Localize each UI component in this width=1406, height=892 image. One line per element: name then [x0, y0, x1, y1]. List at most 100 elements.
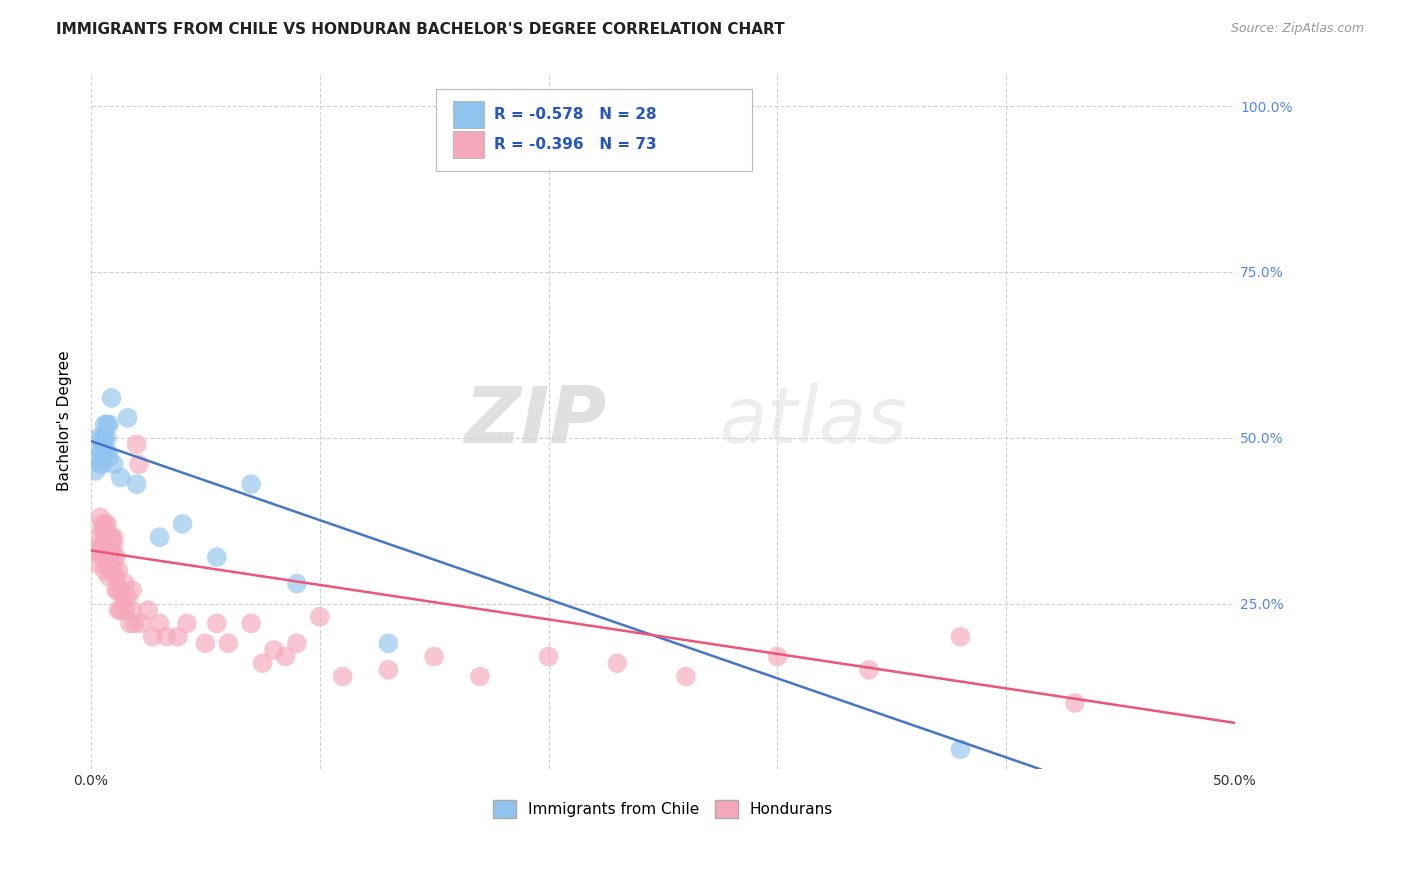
Point: [285, 576, 308, 591]
Point: [100, 543, 122, 558]
Text: R = -0.578   N = 28: R = -0.578 N = 28: [494, 107, 657, 121]
Point: [176, 616, 198, 631]
Point: [93, 417, 115, 432]
Point: [111, 590, 134, 604]
Point: [125, 437, 148, 451]
Text: Source: ZipAtlas.com: Source: ZipAtlas.com: [1230, 22, 1364, 36]
Point: [96, 516, 118, 531]
Point: [96, 431, 118, 445]
Point: [96, 550, 118, 565]
Point: [93, 524, 115, 538]
Text: R = -0.396   N = 73: R = -0.396 N = 73: [494, 137, 657, 152]
Point: [675, 669, 697, 683]
Point: [240, 616, 263, 631]
Point: [105, 570, 128, 584]
Point: [766, 649, 789, 664]
Point: [89, 444, 111, 458]
Point: [194, 636, 217, 650]
Point: [121, 603, 143, 617]
Point: [103, 530, 125, 544]
Point: [949, 742, 972, 756]
Point: [537, 649, 560, 664]
Point: [105, 583, 128, 598]
Point: [87, 431, 110, 445]
Point: [87, 557, 110, 571]
Point: [118, 616, 141, 631]
Point: [96, 417, 118, 432]
Point: [89, 543, 111, 558]
Point: [332, 669, 354, 683]
Point: [128, 457, 150, 471]
Point: [117, 410, 139, 425]
Point: [98, 530, 121, 544]
Point: [110, 583, 132, 598]
Y-axis label: Bachelor's Degree: Bachelor's Degree: [58, 351, 72, 491]
Point: [105, 550, 128, 565]
Point: [205, 616, 228, 631]
Point: [240, 477, 263, 491]
Point: [423, 649, 446, 664]
Text: IMMIGRANTS FROM CHILE VS HONDURAN BACHELOR'S DEGREE CORRELATION CHART: IMMIGRANTS FROM CHILE VS HONDURAN BACHEL…: [56, 22, 785, 37]
Point: [274, 649, 297, 664]
Point: [172, 516, 194, 531]
Point: [468, 669, 491, 683]
Point: [103, 457, 125, 471]
Point: [142, 630, 165, 644]
Point: [91, 457, 114, 471]
Point: [377, 636, 399, 650]
Text: ZIP: ZIP: [464, 384, 606, 459]
Point: [285, 636, 308, 650]
Point: [110, 603, 132, 617]
Point: [87, 450, 110, 465]
Point: [217, 636, 239, 650]
Point: [91, 444, 114, 458]
Point: [136, 603, 159, 617]
Point: [377, 663, 399, 677]
Point: [125, 477, 148, 491]
Point: [84, 543, 107, 558]
Point: [100, 391, 122, 405]
Point: [1064, 696, 1087, 710]
Text: atlas: atlas: [720, 384, 908, 459]
Point: [114, 576, 136, 591]
Point: [107, 563, 129, 577]
Point: [98, 550, 121, 565]
Point: [103, 563, 125, 577]
Point: [124, 616, 146, 631]
Point: [167, 630, 190, 644]
Point: [98, 537, 121, 551]
Point: [93, 444, 115, 458]
Point: [103, 550, 125, 565]
Point: [252, 656, 274, 670]
Point: [114, 603, 136, 617]
Point: [263, 643, 285, 657]
Point: [98, 450, 121, 465]
Point: [949, 630, 972, 644]
Point: [117, 590, 139, 604]
Point: [96, 557, 118, 571]
Point: [89, 457, 111, 471]
Point: [84, 464, 107, 478]
Point: [91, 537, 114, 551]
Point: [93, 516, 115, 531]
Point: [103, 537, 125, 551]
Point: [148, 530, 170, 544]
Point: [98, 417, 121, 432]
Point: [91, 431, 114, 445]
Legend: Immigrants from Chile, Hondurans: Immigrants from Chile, Hondurans: [486, 794, 839, 824]
Point: [93, 563, 115, 577]
Point: [87, 530, 110, 544]
Point: [858, 663, 880, 677]
Point: [606, 656, 628, 670]
Point: [91, 516, 114, 531]
Point: [100, 563, 122, 577]
Point: [308, 609, 330, 624]
Point: [121, 583, 143, 598]
Point: [107, 603, 129, 617]
Point: [96, 530, 118, 544]
Point: [155, 630, 177, 644]
Point: [89, 510, 111, 524]
Point: [110, 470, 132, 484]
Point: [148, 616, 170, 631]
Point: [107, 583, 129, 598]
